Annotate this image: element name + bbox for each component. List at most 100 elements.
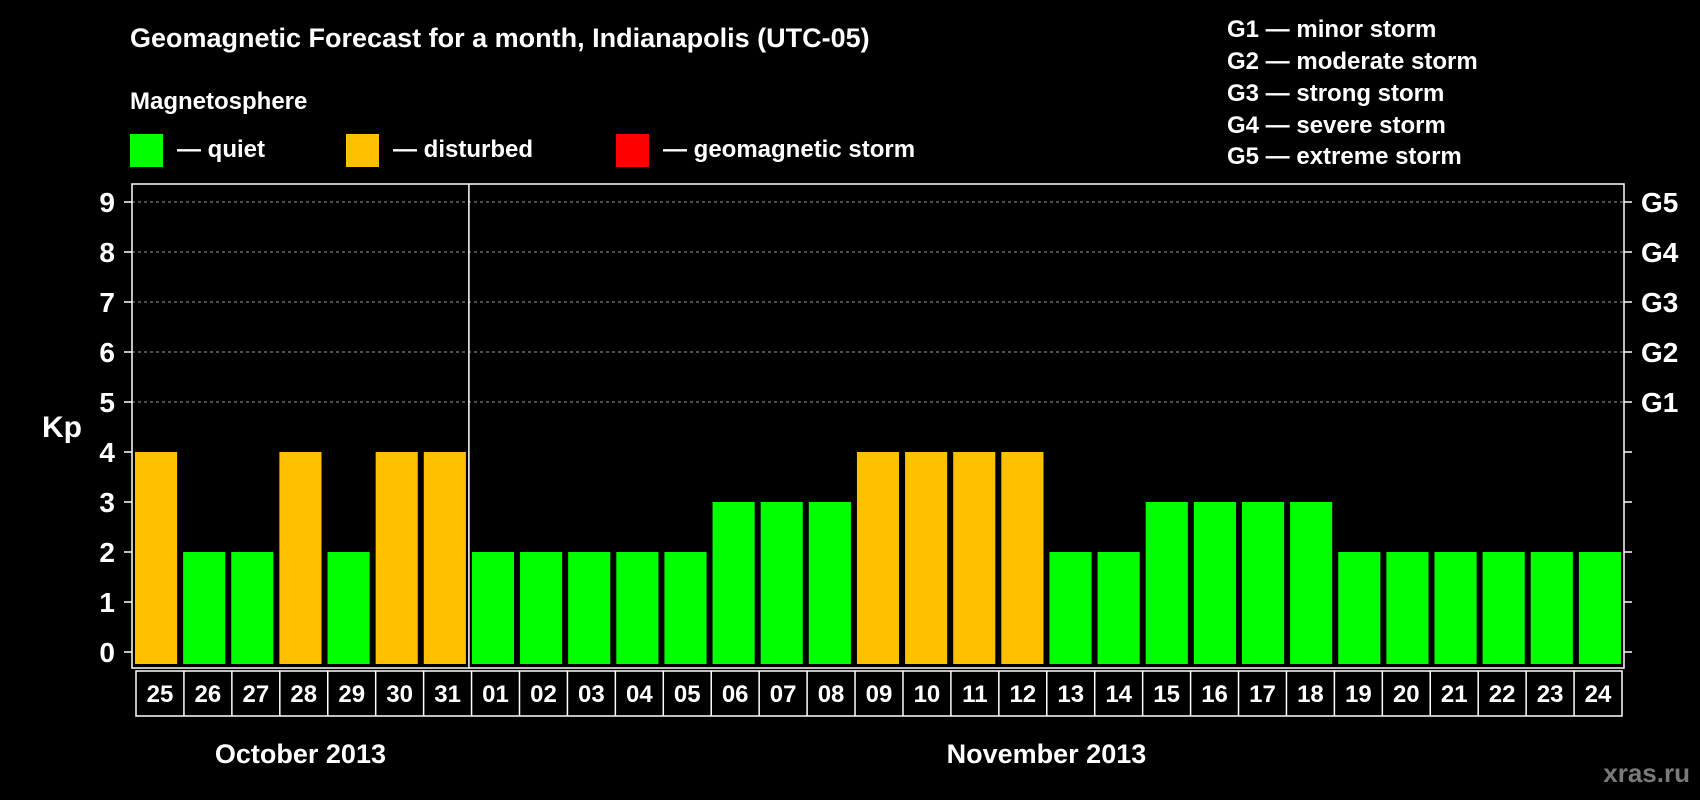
legend-label-disturbed: — disturbed xyxy=(393,136,533,163)
bar xyxy=(1290,502,1333,664)
date-label: 25 xyxy=(147,681,174,708)
y-tick-label: 5 xyxy=(99,387,115,418)
date-label: 31 xyxy=(434,681,461,708)
chart-title: Geomagnetic Forecast for a month, Indian… xyxy=(130,23,870,53)
date-label: 29 xyxy=(338,681,365,708)
bar xyxy=(1241,502,1285,664)
bar xyxy=(1386,552,1429,664)
date-label: 16 xyxy=(1201,681,1228,708)
date-label: 03 xyxy=(578,681,605,708)
date-label: 21 xyxy=(1441,681,1468,708)
y-tick-labels: 0 1 2 3 4 5 6 7 8 9 xyxy=(99,187,115,668)
date-label: 30 xyxy=(386,681,413,708)
bar xyxy=(856,452,900,664)
storm-level-label: G2 xyxy=(1641,337,1678,368)
watermark: xras.ru xyxy=(1603,758,1690,788)
date-label: 26 xyxy=(195,681,222,708)
bar xyxy=(905,452,948,664)
date-label: 18 xyxy=(1297,681,1324,708)
bar xyxy=(712,502,755,664)
date-label: 06 xyxy=(722,681,749,708)
date-label: 08 xyxy=(818,681,845,708)
bar xyxy=(279,452,322,664)
date-label: 09 xyxy=(866,681,893,708)
bar xyxy=(616,552,659,664)
month-label: November 2013 xyxy=(947,739,1147,769)
date-axis-frame xyxy=(135,670,1623,717)
storm-level-label: G5 xyxy=(1641,187,1678,218)
date-label: 19 xyxy=(1345,681,1372,708)
bar xyxy=(1434,552,1477,664)
bar xyxy=(327,552,370,664)
date-label: 13 xyxy=(1057,681,1084,708)
date-label: 10 xyxy=(914,681,941,708)
y-tick-label: 7 xyxy=(99,287,115,318)
y-tick-label: 3 xyxy=(99,487,115,518)
date-label: 04 xyxy=(626,681,653,708)
bar xyxy=(1001,452,1044,664)
bar xyxy=(471,552,515,664)
date-label: 20 xyxy=(1393,681,1420,708)
bar xyxy=(520,552,563,664)
storm-scale-g5: G5 — extreme storm xyxy=(1227,143,1462,170)
grid-lines xyxy=(132,201,1624,403)
date-label: 05 xyxy=(674,681,701,708)
y-tick-label: 9 xyxy=(99,187,115,218)
legend-swatch-storm xyxy=(616,134,649,167)
legend-label-quiet: — quiet xyxy=(177,136,265,163)
date-label: 22 xyxy=(1489,681,1516,708)
date-label: 24 xyxy=(1585,681,1612,708)
date-label: 02 xyxy=(530,681,557,708)
legend-swatch-disturbed xyxy=(346,134,379,167)
bar xyxy=(664,552,707,664)
y-tick-label: 6 xyxy=(99,337,115,368)
date-label: 12 xyxy=(1009,681,1036,708)
storm-level-tick-labels: G1 G2 G3 G4 G5 xyxy=(1641,187,1679,418)
bar xyxy=(1145,502,1188,664)
bar xyxy=(1097,552,1140,664)
bar xyxy=(1049,552,1092,664)
storm-level-label: G3 xyxy=(1641,287,1678,318)
bar xyxy=(423,452,466,664)
date-label: 23 xyxy=(1537,681,1564,708)
bar xyxy=(953,452,996,664)
bar xyxy=(135,452,178,664)
legend-label-storm: — geomagnetic storm xyxy=(663,136,915,163)
storm-level-label: G4 xyxy=(1641,237,1679,268)
bar xyxy=(375,452,418,664)
date-label: 28 xyxy=(290,681,317,708)
bar xyxy=(1193,502,1236,664)
month-labels: October 2013 November 2013 xyxy=(215,739,1146,769)
legend-heading: Magnetosphere xyxy=(130,88,307,115)
legend-swatch-quiet xyxy=(130,134,163,167)
storm-scale-g3: G3 — strong storm xyxy=(1227,80,1444,107)
bar xyxy=(183,552,226,664)
bar xyxy=(1482,552,1525,664)
bar xyxy=(760,502,803,664)
month-label: October 2013 xyxy=(215,739,386,769)
date-label: 07 xyxy=(770,681,797,708)
bar xyxy=(231,552,274,664)
bar xyxy=(1578,552,1621,664)
storm-level-label: G1 xyxy=(1641,387,1678,418)
bar xyxy=(808,502,851,664)
y-tick-label: 4 xyxy=(99,437,115,468)
storm-scale-g4: G4 — severe storm xyxy=(1227,112,1446,139)
date-label: 27 xyxy=(242,681,269,708)
y-axis-label: Kp xyxy=(42,411,82,444)
date-axis: 25 26 27 28 29 30 31 01 02 03 04 05 06 07 08 09 10 11 12 13… xyxy=(135,670,1623,717)
date-label: 01 xyxy=(482,681,509,708)
date-label: 15 xyxy=(1153,681,1180,708)
bar-series xyxy=(135,452,1621,664)
y-tick-label: 2 xyxy=(99,537,115,568)
chart-axes xyxy=(124,183,1632,669)
bar xyxy=(568,552,611,664)
date-label: 17 xyxy=(1249,681,1276,708)
y-tick-label: 1 xyxy=(99,587,115,618)
y-tick-label: 0 xyxy=(99,637,115,668)
date-label: 11 xyxy=(962,681,987,708)
date-label: 14 xyxy=(1105,681,1132,708)
storm-scale-g1: G1 — minor storm xyxy=(1227,16,1436,43)
plot-frame xyxy=(131,183,1625,669)
